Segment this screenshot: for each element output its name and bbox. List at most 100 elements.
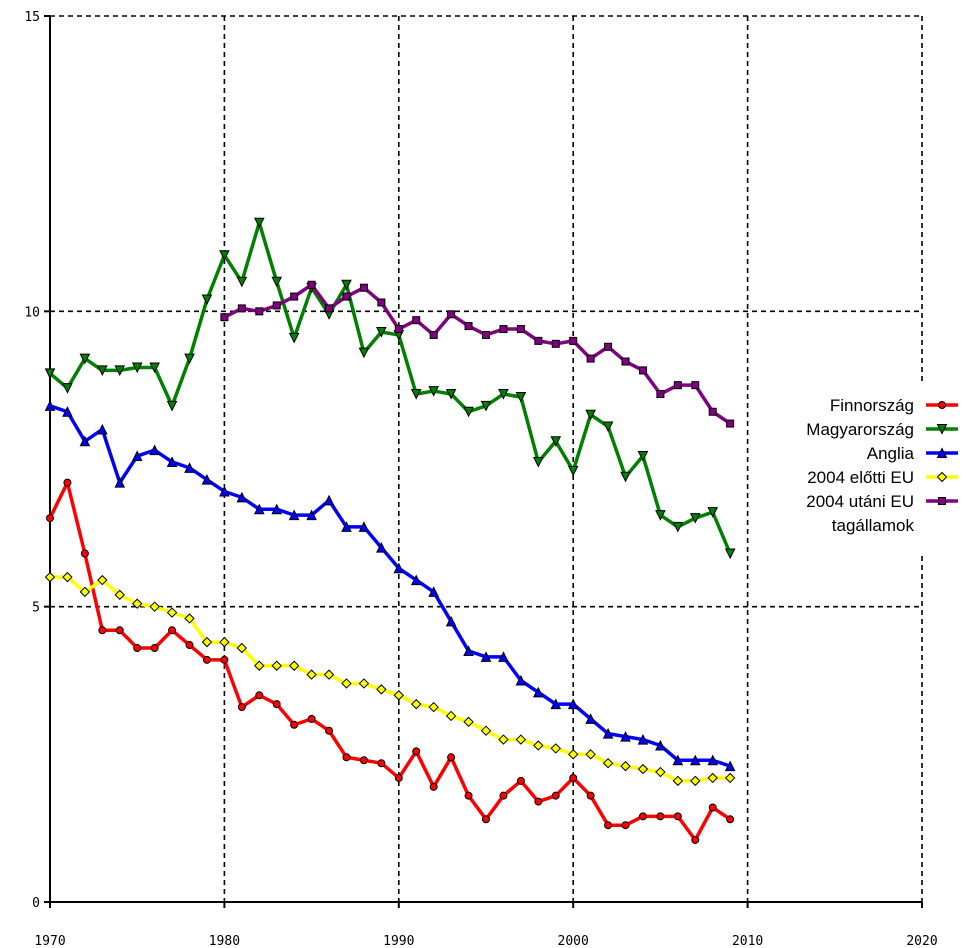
data-point xyxy=(236,276,248,288)
data-point xyxy=(726,419,735,428)
data-point xyxy=(515,391,527,403)
data-point xyxy=(290,292,299,301)
data-point xyxy=(254,660,265,671)
legend-swatch-marker xyxy=(938,401,946,409)
data-point xyxy=(236,642,248,654)
series-line xyxy=(48,480,732,842)
data-point xyxy=(166,400,178,412)
data-point xyxy=(307,280,316,289)
data-point xyxy=(515,674,527,686)
data-point xyxy=(393,690,405,701)
data-point xyxy=(149,362,160,374)
data-point xyxy=(602,728,614,739)
data-point xyxy=(550,743,561,754)
x-tick-label: 1970 xyxy=(34,934,65,948)
data-point xyxy=(464,791,473,800)
data-point xyxy=(377,759,386,768)
data-point xyxy=(672,775,684,787)
data-point xyxy=(63,478,72,487)
data-point xyxy=(534,797,543,806)
y-tick-label: 15 xyxy=(24,10,40,25)
data-point xyxy=(482,815,490,824)
data-point xyxy=(637,451,649,462)
axes xyxy=(49,16,922,903)
data-point xyxy=(689,754,701,766)
data-point xyxy=(499,791,508,800)
data-point xyxy=(724,760,736,772)
series-line xyxy=(50,575,731,783)
data-point xyxy=(46,514,54,523)
data-point xyxy=(463,716,474,728)
data-point xyxy=(689,513,701,524)
series-2 xyxy=(44,217,736,560)
data-point xyxy=(655,766,666,778)
data-point xyxy=(533,686,544,698)
y-tick-label: 0 xyxy=(32,896,40,911)
data-point xyxy=(341,279,352,291)
legend-label: 2004 előtti EU xyxy=(807,468,914,487)
data-point xyxy=(498,651,509,662)
data-point xyxy=(691,835,700,844)
data-point xyxy=(586,791,595,800)
legend-label: Finnország xyxy=(830,396,914,415)
data-point xyxy=(342,753,351,762)
data-point xyxy=(219,250,230,261)
data-point xyxy=(464,322,473,331)
data-point xyxy=(376,327,387,338)
data-point xyxy=(271,503,283,515)
legend-swatch-marker xyxy=(938,497,946,505)
data-point xyxy=(708,407,717,416)
data-point xyxy=(184,613,195,624)
legend: Finnország Magyarország Anglia 2004 előtti … xyxy=(750,385,966,555)
legend-label: 2004 utáni EU xyxy=(806,492,914,511)
data-point xyxy=(673,381,682,390)
data-point xyxy=(585,409,596,421)
data-point xyxy=(201,474,213,485)
data-point xyxy=(551,791,560,800)
data-point xyxy=(412,316,421,325)
data-point xyxy=(255,307,264,316)
data-point xyxy=(237,304,246,313)
data-point xyxy=(447,310,456,319)
data-point xyxy=(655,510,666,521)
data-point xyxy=(445,615,457,627)
x-tick-label: 2020 xyxy=(906,934,937,948)
y-tick-label: 10 xyxy=(24,305,40,320)
data-point xyxy=(201,636,213,648)
data-point xyxy=(358,521,370,532)
legend-swatch-marker xyxy=(936,471,948,483)
series-line xyxy=(49,404,731,768)
data-point xyxy=(272,301,281,310)
data-point xyxy=(620,760,631,772)
data-point xyxy=(604,342,613,351)
data-point xyxy=(550,436,562,447)
data-point xyxy=(516,776,525,785)
data-point xyxy=(586,354,595,363)
data-point xyxy=(272,700,281,709)
data-point xyxy=(80,549,89,558)
data-point xyxy=(358,678,370,689)
y-axis-ticks: 0 5 10 15 xyxy=(24,10,50,911)
data-point xyxy=(237,703,246,712)
data-point xyxy=(44,368,56,379)
data-point xyxy=(567,465,579,477)
data-point xyxy=(551,339,560,348)
data-point xyxy=(394,325,403,334)
data-point xyxy=(638,366,647,375)
data-point xyxy=(115,626,124,635)
data-point xyxy=(585,713,596,724)
data-point xyxy=(131,362,143,374)
series-group xyxy=(44,217,736,844)
y-tick-label: 5 xyxy=(32,601,40,616)
data-point xyxy=(690,775,701,787)
data-point xyxy=(533,456,544,468)
data-point xyxy=(620,471,631,483)
data-point xyxy=(429,782,438,791)
data-point xyxy=(621,821,630,830)
data-point xyxy=(131,450,143,462)
data-point xyxy=(569,336,578,345)
data-point xyxy=(445,710,457,722)
data-point xyxy=(377,298,386,307)
data-point xyxy=(376,541,387,553)
